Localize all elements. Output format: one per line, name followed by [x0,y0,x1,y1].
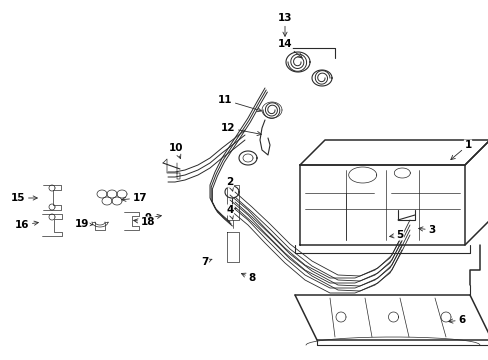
Text: 4: 4 [226,205,233,219]
Text: 10: 10 [168,143,183,159]
Text: 5: 5 [389,230,403,240]
Text: 15: 15 [11,193,37,203]
Text: 8: 8 [241,273,255,283]
Text: 12: 12 [220,123,261,136]
Text: 18: 18 [133,217,155,227]
Text: 16: 16 [15,220,38,230]
Text: 14: 14 [277,39,302,58]
Text: 2: 2 [226,177,233,191]
Text: 11: 11 [217,95,261,112]
Text: 17: 17 [122,193,147,203]
Text: 13: 13 [277,13,292,36]
Text: 3: 3 [418,225,435,235]
Text: 6: 6 [448,315,465,325]
Text: 1: 1 [450,140,470,159]
Text: 7: 7 [201,257,211,267]
Text: 9: 9 [144,213,161,223]
Text: 19: 19 [75,219,92,229]
